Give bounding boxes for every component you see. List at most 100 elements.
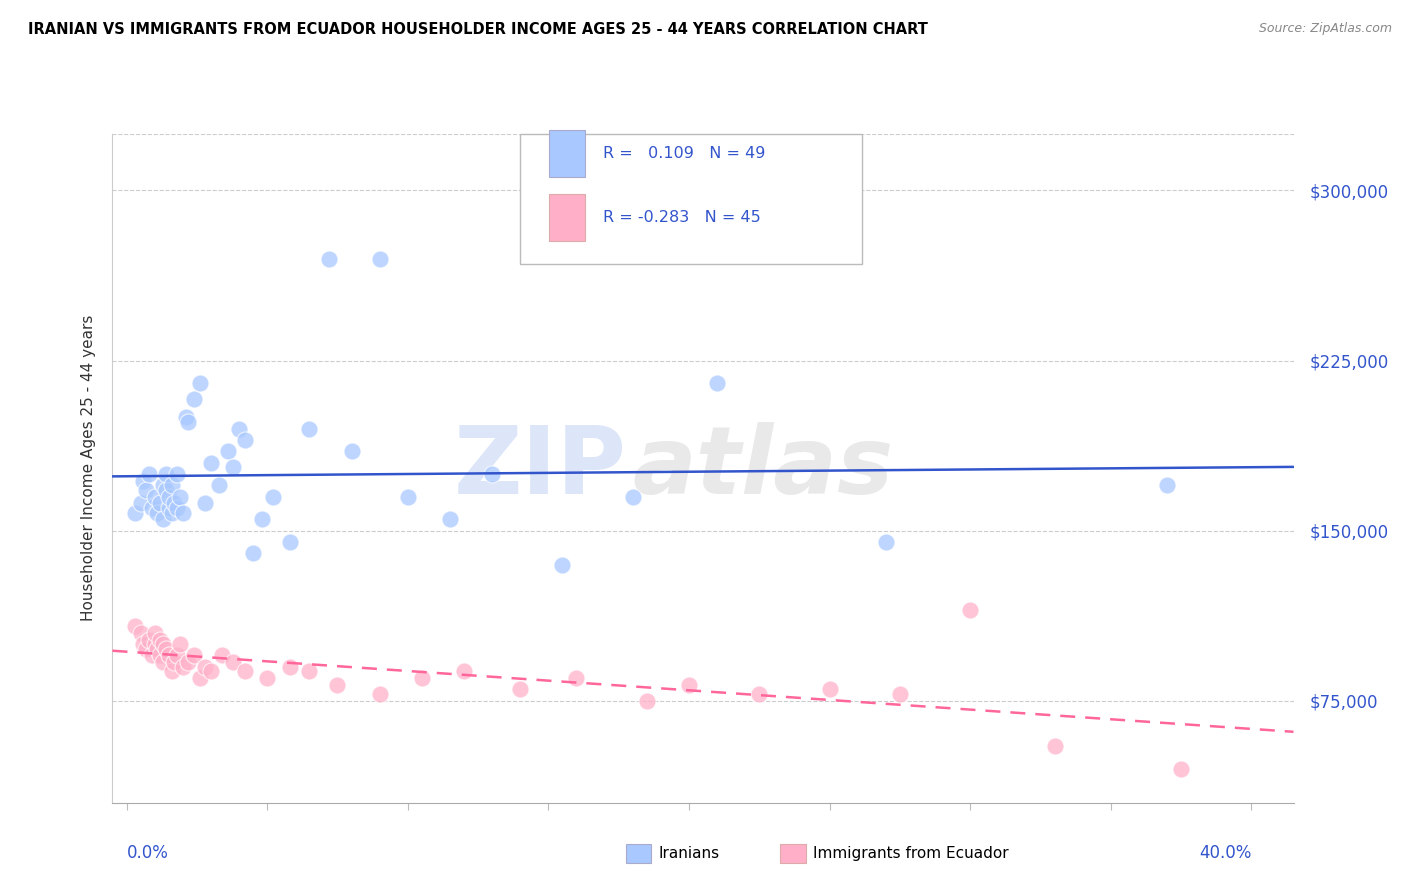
Point [152, 478, 174, 492]
Point [368, 687, 391, 701]
Point [411, 671, 433, 685]
Point [889, 687, 911, 701]
Point [132, 637, 155, 651]
Point [748, 687, 770, 701]
Point [135, 641, 157, 656]
Point [278, 659, 301, 673]
Point [163, 655, 186, 669]
Point [368, 252, 391, 266]
Point [141, 648, 163, 663]
Point [439, 512, 461, 526]
Point [1156, 478, 1178, 492]
Point [1043, 739, 1066, 753]
Point [233, 433, 256, 447]
Point [143, 490, 166, 504]
Point [135, 483, 157, 497]
Point [188, 671, 211, 685]
Point [242, 546, 264, 560]
Point [177, 655, 200, 669]
Point [138, 467, 160, 481]
Point [172, 506, 194, 520]
Point [875, 535, 897, 549]
Point [200, 456, 222, 470]
Text: atlas: atlas [633, 422, 893, 515]
Point [256, 671, 278, 685]
Point [1170, 762, 1192, 776]
Point [152, 655, 174, 669]
Point [194, 496, 217, 510]
Point [188, 376, 211, 391]
Point [129, 625, 152, 640]
Point [166, 500, 188, 515]
Point [169, 637, 191, 651]
Point [208, 478, 231, 492]
Point [143, 625, 166, 640]
Point [143, 637, 166, 651]
Point [340, 444, 363, 458]
Point [678, 678, 700, 692]
Text: ZIP: ZIP [453, 422, 626, 515]
Point [194, 659, 217, 673]
Text: Source: ZipAtlas.com: Source: ZipAtlas.com [1258, 22, 1392, 36]
FancyBboxPatch shape [550, 130, 585, 178]
Point [621, 490, 644, 504]
Point [318, 252, 340, 266]
Point [217, 444, 239, 458]
Point [169, 490, 191, 504]
Point [149, 632, 172, 647]
Point [250, 512, 273, 526]
Text: 40.0%: 40.0% [1199, 844, 1251, 862]
Point [298, 422, 321, 436]
Point [183, 392, 205, 406]
Point [396, 490, 419, 504]
Point [155, 483, 177, 497]
Point [157, 500, 180, 515]
Text: R = -0.283   N = 45: R = -0.283 N = 45 [603, 210, 761, 225]
Point [152, 637, 174, 651]
Point [138, 632, 160, 647]
Point [157, 648, 180, 663]
Point [160, 665, 183, 679]
Point [152, 512, 174, 526]
Point [262, 490, 284, 504]
Point [636, 694, 658, 708]
Point [160, 506, 183, 520]
Point [155, 467, 177, 481]
Point [706, 376, 728, 391]
Text: Immigrants from Ecuador: Immigrants from Ecuador [813, 847, 1008, 861]
Point [453, 665, 475, 679]
Point [565, 671, 588, 685]
Point [200, 665, 222, 679]
FancyBboxPatch shape [550, 194, 585, 241]
Text: Iranians: Iranians [658, 847, 718, 861]
Point [326, 678, 349, 692]
Point [132, 474, 155, 488]
Point [172, 659, 194, 673]
Point [233, 665, 256, 679]
Point [174, 410, 197, 425]
Point [124, 506, 146, 520]
Point [278, 535, 301, 549]
Point [228, 422, 250, 436]
Point [177, 415, 200, 429]
Point [481, 467, 503, 481]
Point [149, 496, 172, 510]
Point [959, 603, 981, 617]
Point [124, 619, 146, 633]
Point [222, 460, 245, 475]
Text: IRANIAN VS IMMIGRANTS FROM ECUADOR HOUSEHOLDER INCOME AGES 25 - 44 YEARS CORRELA: IRANIAN VS IMMIGRANTS FROM ECUADOR HOUSE… [28, 22, 928, 37]
Text: 0.0%: 0.0% [127, 844, 169, 862]
Point [166, 467, 188, 481]
Point [222, 655, 245, 669]
Text: R =   0.109   N = 49: R = 0.109 N = 49 [603, 146, 765, 161]
Point [146, 641, 169, 656]
Point [149, 648, 172, 663]
Point [509, 682, 531, 697]
Point [183, 648, 205, 663]
Point [551, 558, 574, 572]
Y-axis label: Householder Income Ages 25 - 44 years: Householder Income Ages 25 - 44 years [80, 315, 96, 622]
Point [211, 648, 233, 663]
Point [146, 506, 169, 520]
Point [155, 641, 177, 656]
Point [129, 496, 152, 510]
